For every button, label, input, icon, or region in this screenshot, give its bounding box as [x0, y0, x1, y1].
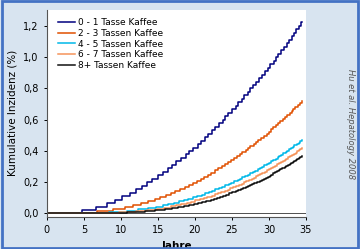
6 - 7 Tassen Kaffee	[197, 199, 201, 202]
8+ Tassen Kaffee	[45, 212, 49, 215]
2 - 3 Tassen Kaffee	[294, 105, 299, 108]
Y-axis label: Kumulative Inzidenz (%): Kumulative Inzidenz (%)	[8, 50, 17, 177]
6 - 7 Tassen Kaffee	[138, 210, 143, 213]
2 - 3 Tassen Kaffee	[300, 99, 305, 102]
2 - 3 Tassen Kaffee	[183, 185, 187, 188]
8+ Tassen Kaffee	[200, 200, 204, 203]
6 - 7 Tassen Kaffee	[214, 193, 218, 196]
0 - 1 Tasse Kaffee	[300, 21, 305, 24]
4 - 5 Tassen Kaffee	[186, 197, 190, 200]
0 - 1 Tasse Kaffee	[205, 136, 209, 139]
4 - 5 Tassen Kaffee	[261, 165, 265, 168]
6 - 7 Tassen Kaffee	[300, 146, 305, 149]
Line: 6 - 7 Tassen Kaffee: 6 - 7 Tassen Kaffee	[47, 148, 302, 213]
4 - 5 Tassen Kaffee	[211, 189, 215, 192]
Line: 4 - 5 Tassen Kaffee: 4 - 5 Tassen Kaffee	[47, 140, 302, 213]
0 - 1 Tasse Kaffee	[122, 195, 126, 198]
0 - 1 Tasse Kaffee	[179, 156, 183, 159]
8+ Tassen Kaffee	[295, 157, 299, 160]
4 - 5 Tassen Kaffee	[45, 212, 49, 215]
4 - 5 Tassen Kaffee	[133, 209, 137, 212]
8+ Tassen Kaffee	[144, 210, 148, 213]
0 - 1 Tasse Kaffee	[294, 28, 298, 31]
2 - 3 Tassen Kaffee	[45, 212, 49, 215]
6 - 7 Tassen Kaffee	[45, 212, 49, 215]
8+ Tassen Kaffee	[300, 154, 305, 157]
8+ Tassen Kaffee	[264, 176, 268, 179]
2 - 3 Tassen Kaffee	[127, 206, 131, 209]
6 - 7 Tassen Kaffee	[262, 170, 267, 173]
Line: 0 - 1 Tasse Kaffee: 0 - 1 Tasse Kaffee	[47, 22, 302, 213]
2 - 3 Tassen Kaffee	[208, 173, 212, 176]
4 - 5 Tassen Kaffee	[193, 196, 197, 199]
4 - 5 Tassen Kaffee	[300, 138, 305, 141]
4 - 5 Tassen Kaffee	[294, 142, 299, 145]
0 - 1 Tasse Kaffee	[299, 21, 303, 24]
0 - 1 Tasse Kaffee	[45, 212, 49, 215]
Line: 8+ Tassen Kaffee: 8+ Tassen Kaffee	[47, 156, 302, 213]
Legend: 0 - 1 Tasse Kaffee, 2 - 3 Tassen Kaffee, 4 - 5 Tassen Kaffee, 6 - 7 Tassen Kaffe: 0 - 1 Tasse Kaffee, 2 - 3 Tassen Kaffee,…	[57, 16, 165, 72]
0 - 1 Tasse Kaffee	[186, 153, 190, 156]
8+ Tassen Kaffee	[194, 202, 198, 205]
0 - 1 Tasse Kaffee	[258, 76, 263, 79]
X-axis label: Jahre: Jahre	[161, 241, 192, 249]
6 - 7 Tassen Kaffee	[190, 200, 194, 203]
2 - 3 Tassen Kaffee	[260, 136, 264, 139]
6 - 7 Tassen Kaffee	[295, 150, 299, 153]
Text: Hu et al. Hepatology 2008: Hu et al. Hepatology 2008	[346, 69, 356, 180]
Line: 2 - 3 Tassen Kaffee: 2 - 3 Tassen Kaffee	[47, 101, 302, 213]
2 - 3 Tassen Kaffee	[189, 183, 194, 186]
8+ Tassen Kaffee	[217, 196, 221, 199]
